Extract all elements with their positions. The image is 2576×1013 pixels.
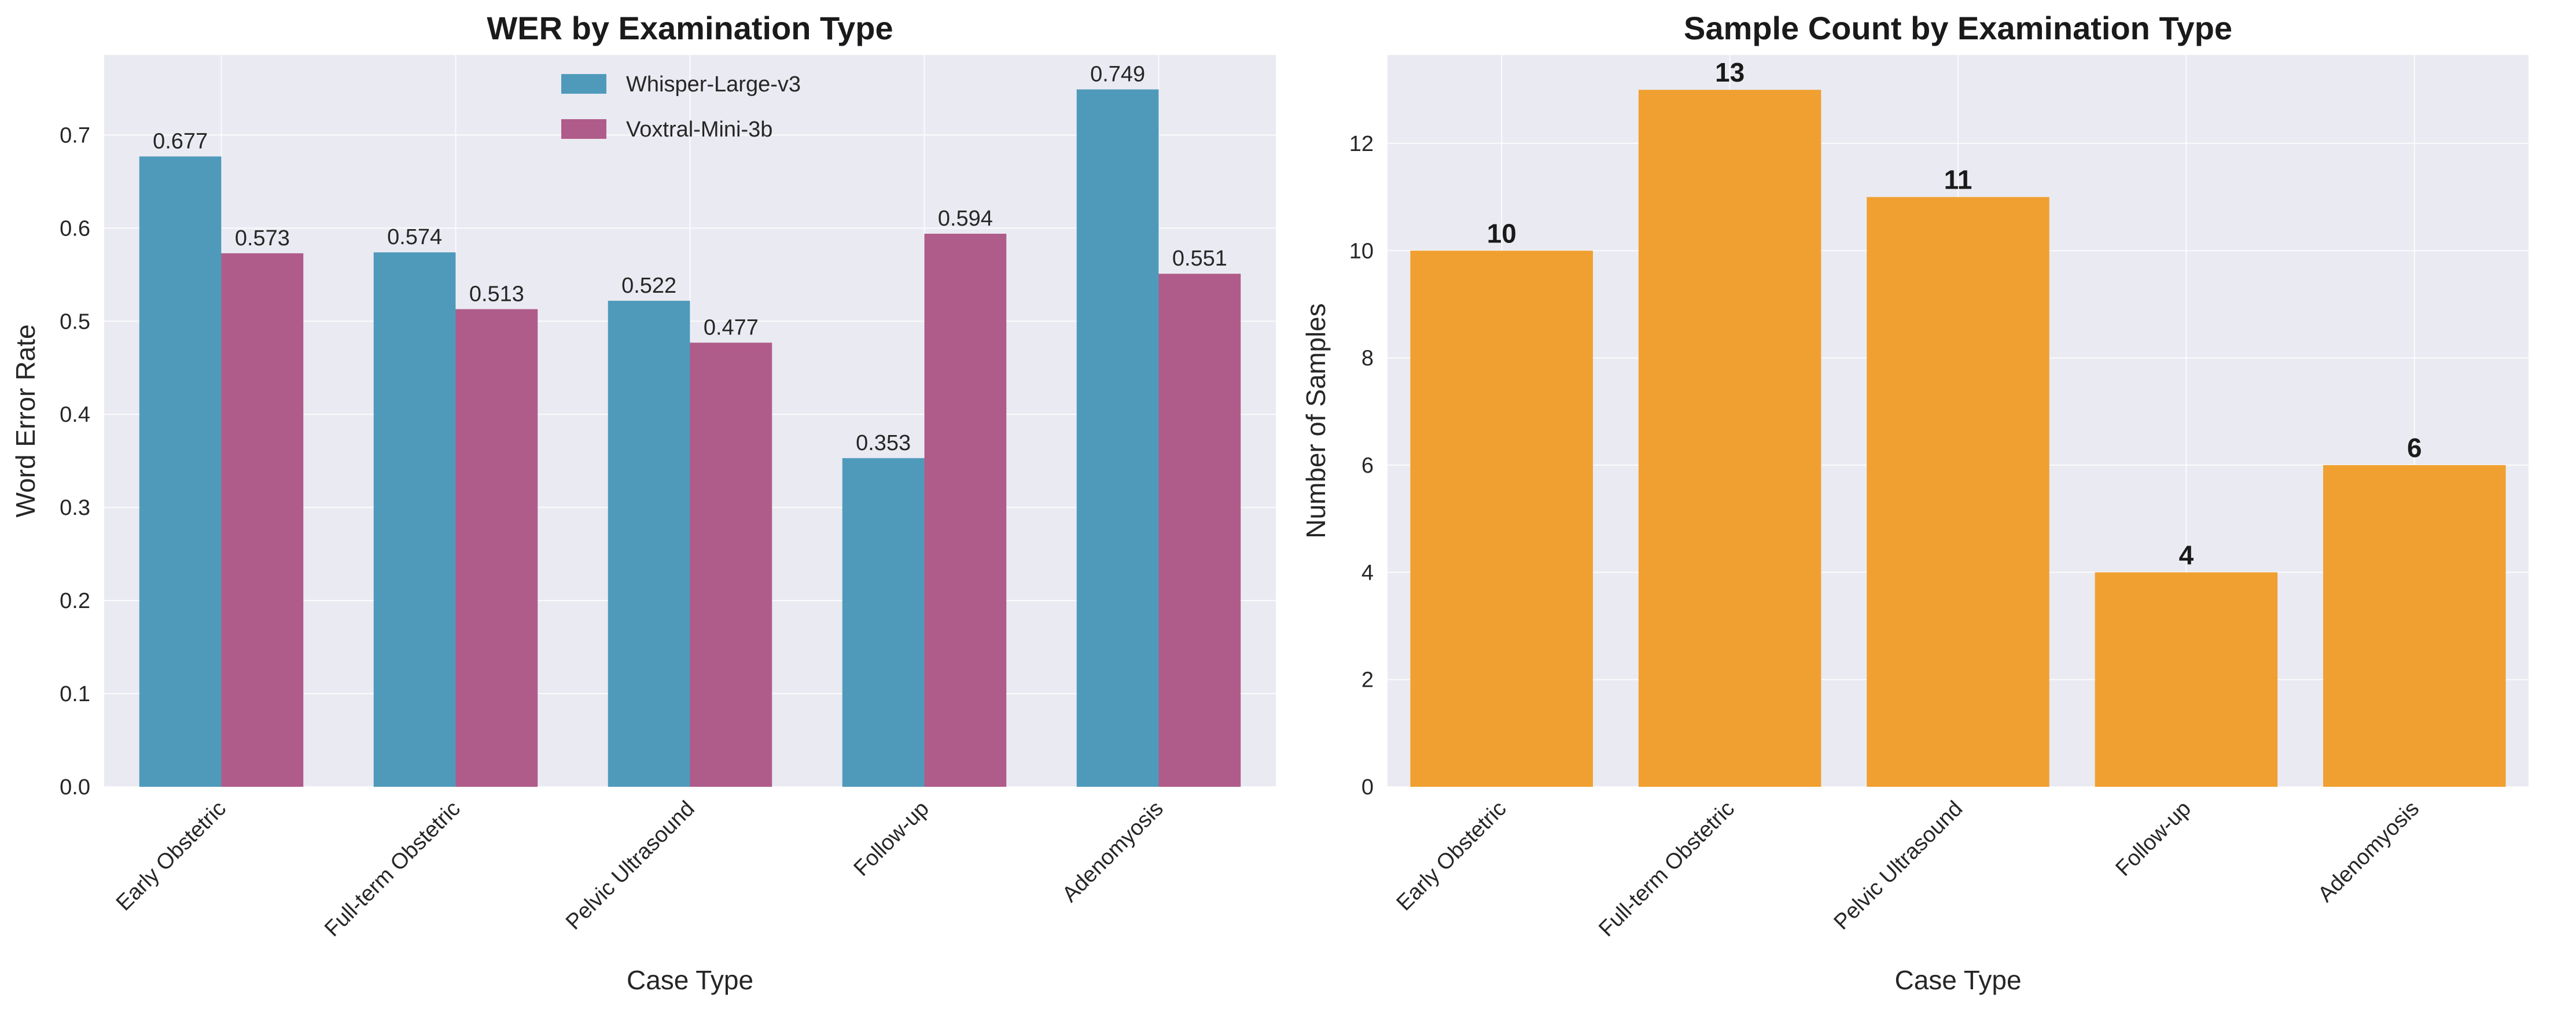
y-tick-label: 2	[1361, 668, 1374, 692]
bar-pelvic-ultrasound	[1867, 197, 2049, 787]
x-tick-label: Pelvic Ultrasound	[1830, 797, 1968, 935]
y-tick-label: 0.0	[60, 775, 90, 800]
data-label: 0.522	[621, 274, 676, 298]
data-label: 0.677	[153, 129, 208, 153]
data-label: 10	[1487, 218, 1517, 248]
y-tick-label: 6	[1361, 454, 1374, 478]
data-label: 0.353	[856, 431, 911, 455]
y-tick-label: 0.3	[60, 496, 90, 520]
bar-voxtral-mini-3b-early-obstetric	[221, 253, 304, 787]
data-label: 0.574	[387, 225, 442, 249]
sample-count-chart: 10 13 11 4 6 0 2 4 6 8 10 12 Early Obstetric Full-ter…	[1301, 10, 2529, 995]
wer-chart: 0.677 0.574 0.522 0.353 0.749 0.573 0.513 0.477…	[10, 10, 1276, 995]
bar-early-obstetric	[1410, 251, 1593, 787]
bar-whisper-large-v3-early-obstetric	[139, 156, 222, 787]
y-tick-label: 0.5	[60, 310, 90, 334]
bar-voxtral-mini-3b-follow-up	[924, 234, 1007, 787]
data-label: 0.594	[938, 207, 993, 231]
y-tick-label: 0.6	[60, 216, 90, 241]
data-label: 11	[1944, 165, 1973, 195]
x-tick-label: Early Obstetric	[112, 797, 231, 916]
x-tick-label: Pelvic Ultrasound	[561, 797, 700, 935]
x-tick-label: Full-term Obstetric	[320, 797, 465, 942]
bar-whisper-large-v3-adenomyosis	[1076, 89, 1159, 787]
y-tick-label: 12	[1349, 132, 1374, 156]
x-tick-label: Early Obstetric	[1392, 797, 1511, 916]
x-tick-label: Follow-up	[2111, 797, 2196, 881]
x-tick-label: Full-term Obstetric	[1594, 797, 1739, 942]
bar-adenomyosis	[2323, 465, 2506, 787]
x-axis-label: Case Type	[627, 965, 753, 995]
y-axis-label: Number of Samples	[1301, 303, 1331, 539]
x-tick-label: Adenomyosis	[2313, 797, 2424, 907]
y-tick-label: 0.2	[60, 589, 90, 613]
y-tick-label: 0	[1361, 775, 1374, 800]
x-tick-label: Follow-up	[849, 797, 934, 881]
chart-title: WER by Examination Type	[487, 10, 893, 46]
bar-voxtral-mini-3b-pelvic-ultrasound	[690, 342, 772, 787]
data-label: 0.573	[235, 226, 290, 251]
bar-whisper-large-v3-full-term-obstetric	[373, 252, 456, 787]
chart-title: Sample Count by Examination Type	[1684, 10, 2232, 46]
legend-swatch	[561, 74, 606, 94]
legend-swatch	[561, 119, 606, 139]
y-tick-label: 4	[1361, 561, 1374, 585]
data-label: 13	[1715, 57, 1745, 87]
y-tick-label: 8	[1361, 347, 1374, 371]
data-label: 0.749	[1090, 62, 1145, 87]
bar-voxtral-mini-3b-full-term-obstetric	[455, 309, 538, 787]
y-tick-label: 0.1	[60, 682, 90, 706]
y-tick-label: 10	[1349, 239, 1374, 263]
y-axis-label: Word Error Rate	[10, 324, 41, 517]
data-label: 0.551	[1172, 246, 1227, 271]
legend-entry: Whisper-Large-v3	[626, 72, 801, 97]
legend-entry: Voxtral-Mini-3b	[626, 117, 772, 142]
bar-full-term-obstetric	[1638, 90, 1821, 787]
data-label: 4	[2179, 540, 2194, 570]
bar-whisper-large-v3-pelvic-ultrasound	[608, 300, 690, 787]
data-label: 0.513	[469, 282, 524, 306]
y-tick-label: 0.4	[60, 403, 90, 427]
bar-voxtral-mini-3b-adenomyosis	[1158, 274, 1241, 787]
y-tick-label: 0.7	[60, 123, 90, 148]
bar-whisper-large-v3-follow-up	[842, 458, 925, 787]
data-label: 0.477	[704, 315, 759, 340]
x-tick-label: Adenomyosis	[1058, 797, 1168, 907]
data-label: 6	[2407, 433, 2422, 463]
x-axis-label: Case Type	[1894, 965, 2021, 995]
bar-follow-up	[2095, 572, 2278, 787]
